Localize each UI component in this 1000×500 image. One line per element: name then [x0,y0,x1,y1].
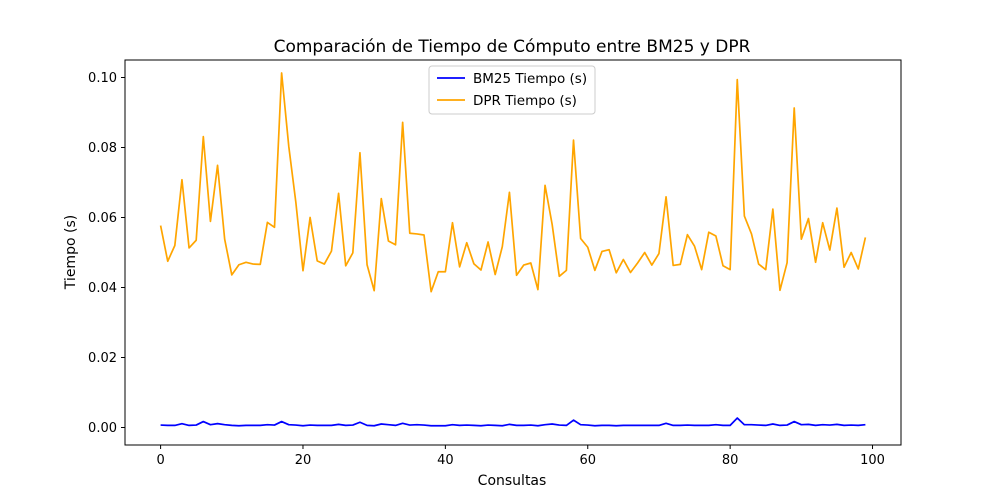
chart-title: Comparación de Tiempo de Cómputo entre B… [274,37,751,57]
x-tick-label: 80 [722,453,739,468]
series-line-bm25 [160,417,866,427]
y-tick-label: 0.04 [88,281,117,296]
legend-label-dpr: DPR Tiempo (s) [473,93,577,109]
x-tick-label: 60 [579,453,596,468]
x-axis-label: Consultas [478,473,547,489]
x-tick-label: 20 [295,453,312,468]
x-tick-label: 40 [437,453,454,468]
y-tick-label: 0.02 [88,351,117,366]
legend-box [428,65,596,115]
y-axis-label: Tiempo (s) [63,215,79,290]
plot-area [159,72,867,427]
y-axis: 0.00 0.02 0.04 0.06 0.08 0.10 [88,71,125,436]
x-axis: 0 20 40 60 80 100 [156,445,885,468]
y-tick-label: 0.10 [88,71,117,86]
plot-frame [124,59,902,446]
x-tick-label: 100 [860,453,885,468]
y-tick-label: 0.08 [88,141,117,156]
legend-label-bm25: BM25 Tiempo (s) [473,71,587,87]
series-line-dpr [159,72,867,293]
legend: BM25 Tiempo (s) DPR Tiempo (s) [428,65,596,115]
x-tick-label: 0 [156,453,164,468]
y-tick-label: 0.06 [88,211,117,226]
y-tick-label: 0.00 [88,421,117,436]
